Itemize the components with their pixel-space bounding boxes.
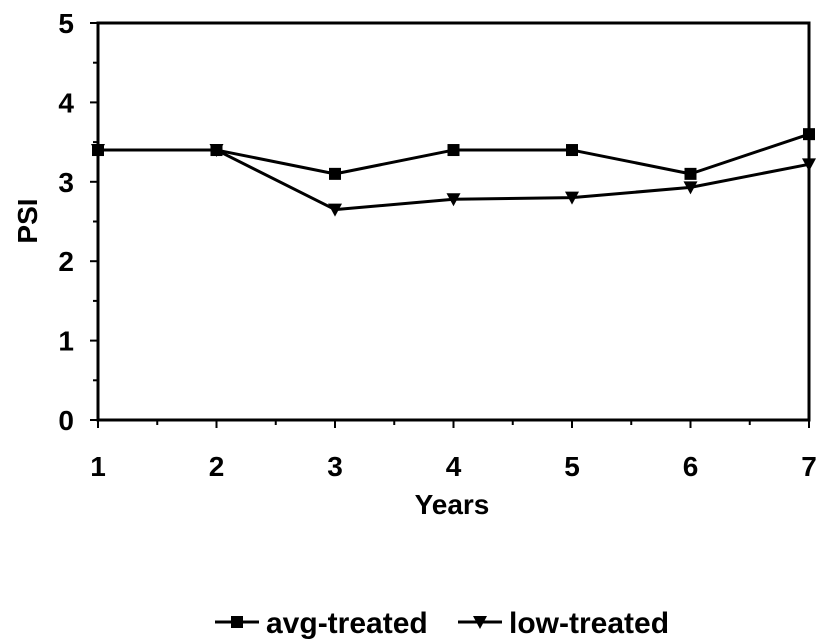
y-tick-label: 4 [58, 87, 74, 118]
data-point-avg-treated [329, 167, 341, 180]
legend-label-low: low-treated [509, 607, 669, 640]
data-point-low-treated [802, 158, 816, 172]
data-point-low-treated [565, 191, 579, 205]
legend-marker-avg [231, 616, 243, 628]
x-tick-label: 1 [90, 451, 106, 482]
data-point-low-treated [328, 203, 342, 217]
x-axis-ticks: 1 2 3 4 5 6 7 [90, 420, 817, 482]
x-axis-title: Years [415, 489, 490, 520]
series-group [91, 128, 816, 217]
y-tick-label: 0 [58, 405, 74, 436]
x-tick-label: 3 [327, 451, 343, 482]
data-point-low-treated [683, 181, 698, 195]
data-point-low-treated [91, 144, 105, 158]
plot-frame [96, 21, 811, 422]
y-tick-label: 3 [58, 167, 74, 198]
x-tick-label: 4 [446, 451, 462, 482]
data-point-low-treated [209, 144, 224, 158]
y-tick-label: 2 [58, 246, 74, 277]
y-axis-title: PSI [12, 198, 43, 243]
x-tick-label: 2 [209, 451, 225, 482]
y-tick-label: 1 [58, 326, 74, 357]
legend-label-avg: avg-treated [266, 607, 428, 640]
data-point-avg-treated [684, 167, 697, 180]
y-tick-label: 5 [58, 8, 74, 39]
x-tick-label: 6 [683, 451, 699, 482]
data-point-low-treated [446, 193, 461, 207]
x-tick-label: 5 [564, 451, 580, 482]
data-point-avg-treated [447, 144, 460, 157]
legend-marker-low [473, 616, 487, 629]
data-point-avg-treated [566, 144, 578, 157]
y-axis-ticks: 0 1 2 3 4 5 [58, 8, 98, 436]
legend: avg-treated low-treated [215, 607, 669, 640]
data-point-avg-treated [803, 128, 815, 141]
x-tick-label: 7 [801, 451, 817, 482]
